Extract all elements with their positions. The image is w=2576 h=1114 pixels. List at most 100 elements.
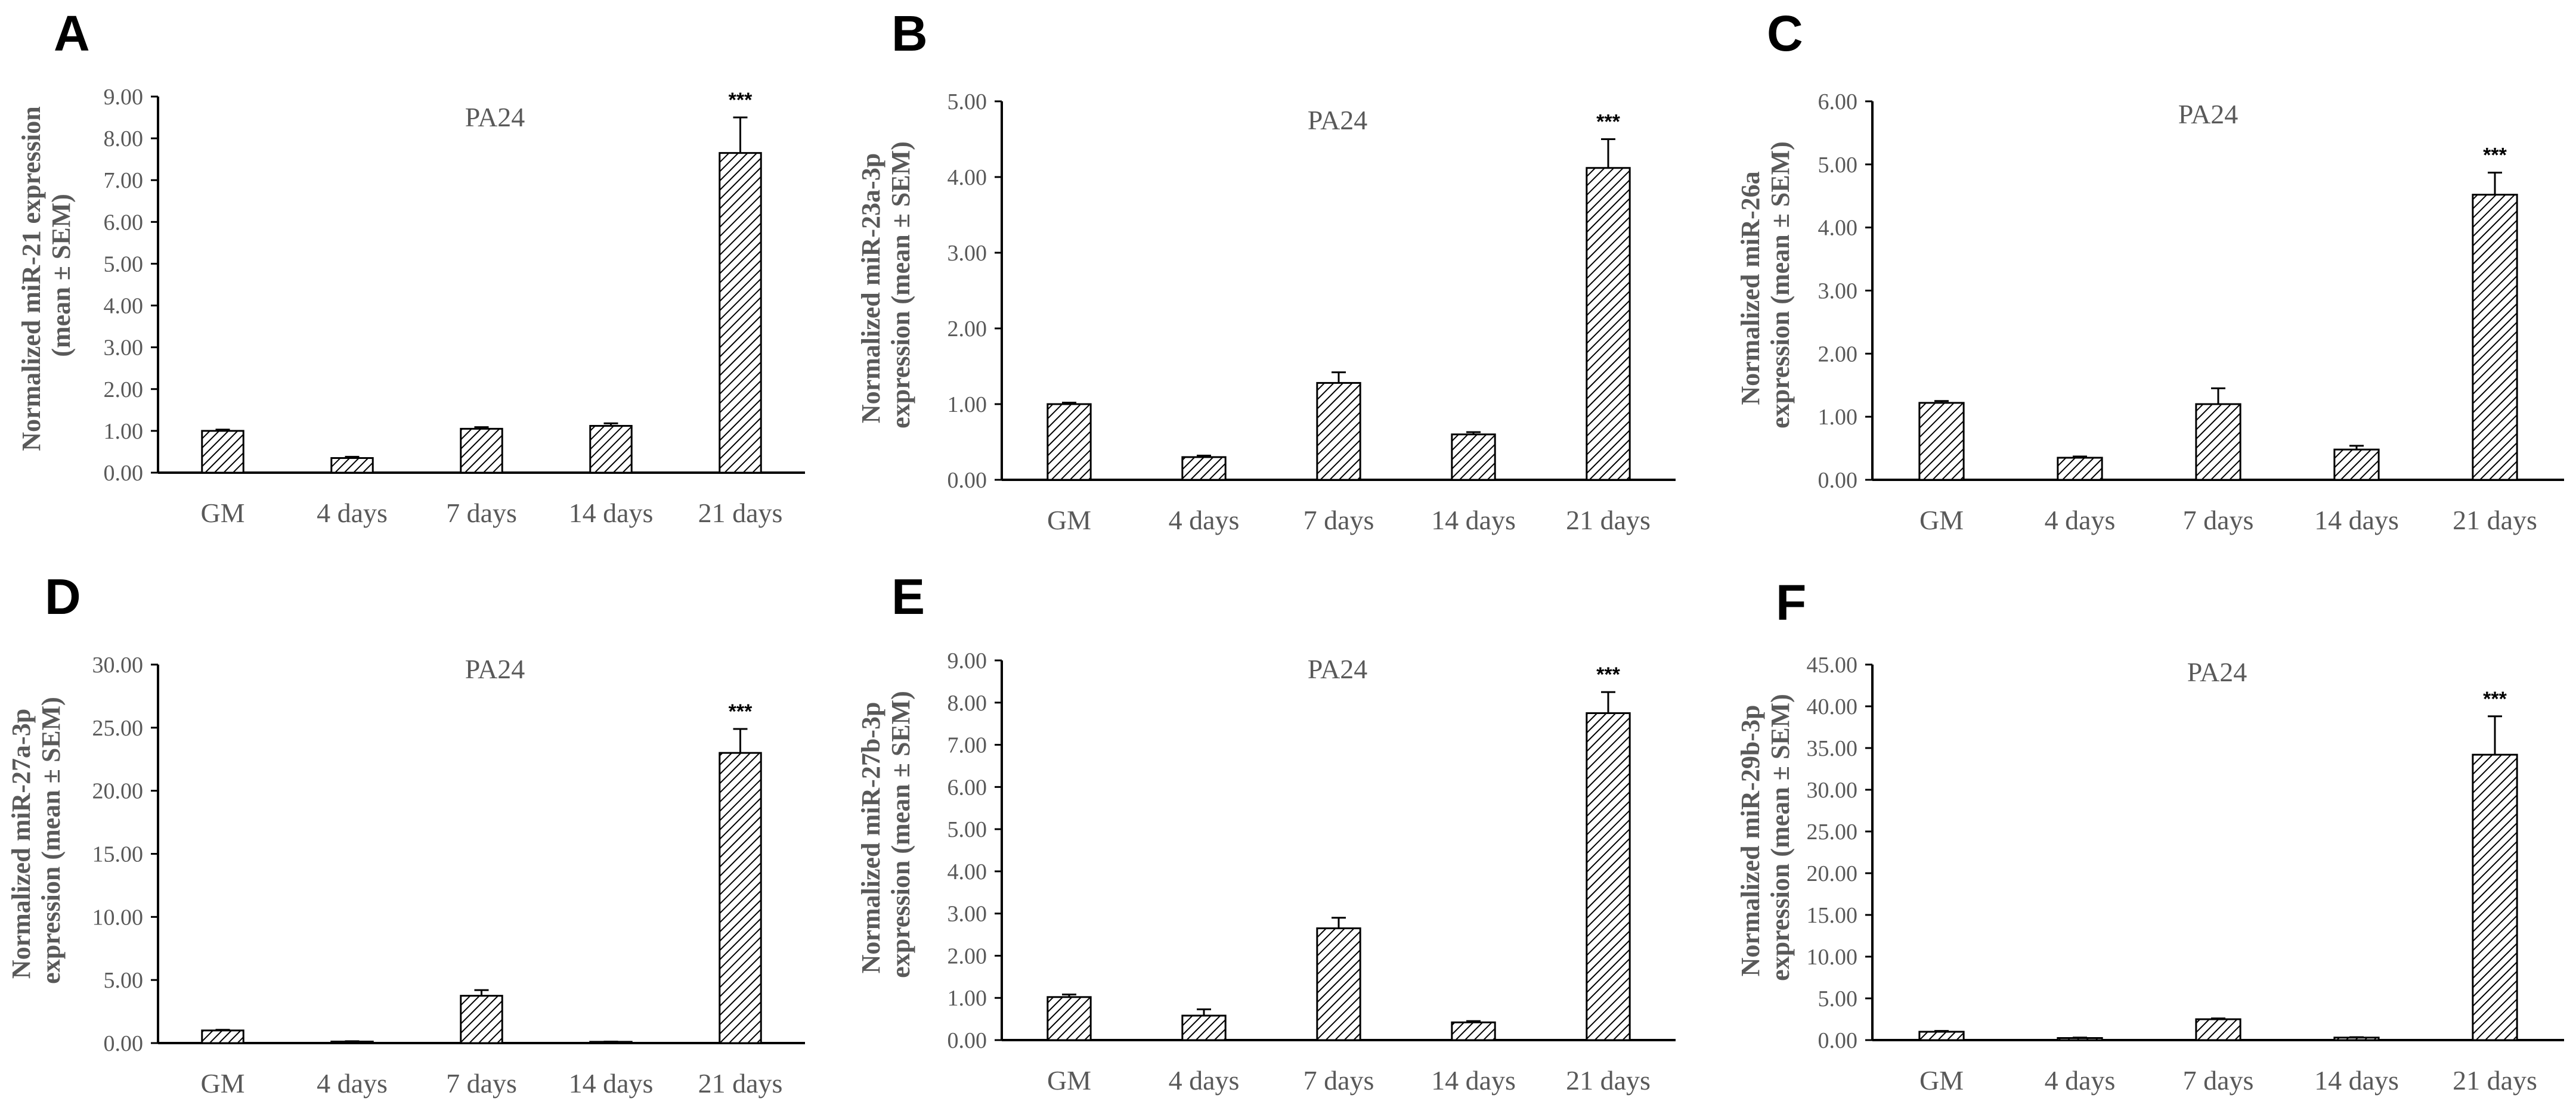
y-axis-title: Normalized miR-23a-3p expression (mean ±… bbox=[856, 141, 915, 429]
bar bbox=[589, 424, 633, 474]
bar bbox=[1046, 403, 1092, 481]
y-tick-label: 4.00 bbox=[948, 859, 987, 885]
x-tick-label: 7 days bbox=[1304, 505, 1374, 535]
x-tick-label: 21 days bbox=[1566, 1065, 1651, 1096]
x-tick-label: 21 days bbox=[2453, 505, 2537, 535]
bar bbox=[719, 752, 762, 1044]
y-axis-title-line: Normalized miR-27a-3p bbox=[7, 709, 36, 979]
y-tick-label: 30.00 bbox=[92, 653, 144, 678]
x-tick-label: 7 days bbox=[1304, 1065, 1374, 1096]
y-tick-label: 5.00 bbox=[948, 89, 987, 114]
y-axis-title: Normalized miR-27a-3p expression (mean ±… bbox=[7, 697, 66, 984]
chart-panel-a: A PA24 Normalized miR-21 expression (mea… bbox=[17, 5, 805, 528]
panel-letter: D bbox=[45, 569, 81, 625]
chart-title: PA24 bbox=[2187, 657, 2247, 687]
chart-title: PA24 bbox=[1308, 105, 1368, 135]
y-axis-title: Normalized miR-29b-3p expression (mean ±… bbox=[1736, 694, 1795, 981]
chart-panel-e: E PA24 Normalized miR-27b-3p expression … bbox=[856, 569, 1676, 1096]
y-tick-label: 10.00 bbox=[1807, 945, 1858, 970]
y-tick-label: 3.00 bbox=[948, 241, 987, 266]
y-axis-title-line: expression (mean ± SEM) bbox=[886, 141, 915, 429]
panel-letter: C bbox=[1767, 5, 1803, 61]
bar bbox=[1181, 1014, 1227, 1041]
y-axis-title-line: (mean ± SEM) bbox=[47, 194, 76, 356]
bar bbox=[1316, 381, 1361, 481]
bar bbox=[2472, 753, 2518, 1041]
x-tick-label: 21 days bbox=[2453, 1065, 2537, 1096]
bar bbox=[1586, 712, 1631, 1041]
x-tick-label: GM bbox=[1047, 505, 1091, 535]
x-tick-label: 4 days bbox=[317, 498, 388, 528]
y-tick-label: 7.00 bbox=[948, 733, 987, 758]
y-tick-label: 5.00 bbox=[1818, 986, 1858, 1011]
y-tick-label: 8.00 bbox=[104, 126, 144, 151]
x-tick-label: GM bbox=[200, 1068, 244, 1099]
y-tick-label: 0.00 bbox=[1818, 468, 1858, 493]
y-tick-label: 4.00 bbox=[948, 165, 987, 190]
x-tick-label: 4 days bbox=[2045, 1065, 2116, 1096]
y-tick-label: 2.00 bbox=[948, 944, 987, 969]
x-tick-label: 14 days bbox=[569, 498, 654, 528]
x-tick-label: 14 days bbox=[1431, 505, 1516, 535]
panel-letter: A bbox=[54, 5, 90, 61]
chart-title: PA24 bbox=[2178, 99, 2238, 129]
y-axis-title-line: Normalized miR-27b-3p bbox=[856, 702, 886, 974]
y-tick-label: 0.00 bbox=[948, 468, 987, 493]
y-tick-label: 3.00 bbox=[948, 902, 987, 927]
bar bbox=[2333, 448, 2380, 481]
bar bbox=[330, 457, 374, 474]
y-tick-label: 35.00 bbox=[1807, 736, 1858, 761]
y-tick-label: 2.00 bbox=[1818, 342, 1858, 367]
y-tick-label: 0.00 bbox=[104, 1031, 144, 1056]
significance-label: *** bbox=[1596, 111, 1620, 134]
significance-label: *** bbox=[2483, 144, 2507, 167]
bar bbox=[201, 1029, 244, 1044]
y-tick-label: 20.00 bbox=[92, 779, 144, 804]
y-tick-label: 1.00 bbox=[948, 986, 987, 1011]
chart-panel-f: F PA24 Normalized miR-29b-3p expression … bbox=[1736, 575, 2564, 1096]
y-axis-title-line: expression (mean ± SEM) bbox=[886, 691, 915, 978]
y-tick-label: 15.00 bbox=[92, 842, 144, 867]
y-axis-title-line: Normalized miR-21 expression bbox=[17, 106, 46, 451]
y-tick-label: 5.00 bbox=[104, 252, 144, 277]
y-tick-label: 3.00 bbox=[104, 336, 144, 361]
y-tick-label: 15.00 bbox=[1807, 903, 1858, 928]
x-tick-label: 7 days bbox=[2183, 505, 2254, 535]
y-tick-label: 6.00 bbox=[104, 210, 144, 235]
bar bbox=[201, 430, 244, 474]
x-tick-label: 14 days bbox=[569, 1068, 654, 1099]
y-axis-title-line: Normalized miR-26a bbox=[1736, 171, 1765, 405]
bar bbox=[1451, 433, 1496, 481]
y-tick-label: 5.00 bbox=[1818, 153, 1858, 178]
y-axis-title-line: Normalized miR-23a-3p bbox=[856, 153, 886, 423]
y-tick-label: 5.00 bbox=[948, 817, 987, 842]
y-axis-title: Normalized miR-21 expression (mean ± SEM… bbox=[17, 100, 76, 451]
x-tick-label: 21 days bbox=[1566, 505, 1651, 535]
y-axis-title: Normalized miR-26a expression (mean ± SE… bbox=[1736, 141, 1795, 429]
panel-letter: F bbox=[1776, 575, 1806, 631]
y-tick-label: 10.00 bbox=[92, 905, 144, 930]
y-tick-label: 1.00 bbox=[948, 392, 987, 417]
y-tick-label: 0.00 bbox=[1818, 1028, 1858, 1053]
chart-panel-b: B PA24 Normalized miR-23a-3p expression … bbox=[856, 5, 1676, 535]
panel-letter: B bbox=[891, 5, 928, 61]
y-tick-label: 9.00 bbox=[104, 85, 144, 110]
y-tick-label: 4.00 bbox=[104, 294, 144, 319]
bar bbox=[1046, 996, 1092, 1041]
y-tick-label: 2.00 bbox=[948, 316, 987, 342]
y-tick-label: 25.00 bbox=[1807, 820, 1858, 845]
y-tick-label: 25.00 bbox=[92, 716, 144, 741]
chart-title: PA24 bbox=[465, 102, 525, 132]
x-tick-label: GM bbox=[1047, 1065, 1091, 1096]
bar bbox=[1181, 456, 1227, 481]
x-tick-label: 14 days bbox=[2314, 505, 2399, 535]
y-tick-label: 6.00 bbox=[1818, 89, 1858, 114]
y-tick-label: 1.00 bbox=[104, 419, 144, 444]
x-tick-label: 7 days bbox=[446, 498, 517, 528]
bar bbox=[460, 427, 503, 474]
y-tick-label: 45.00 bbox=[1807, 653, 1858, 678]
y-tick-label: 5.00 bbox=[104, 968, 144, 993]
y-tick-label: 7.00 bbox=[104, 168, 144, 193]
y-tick-label: 20.00 bbox=[1807, 861, 1858, 886]
